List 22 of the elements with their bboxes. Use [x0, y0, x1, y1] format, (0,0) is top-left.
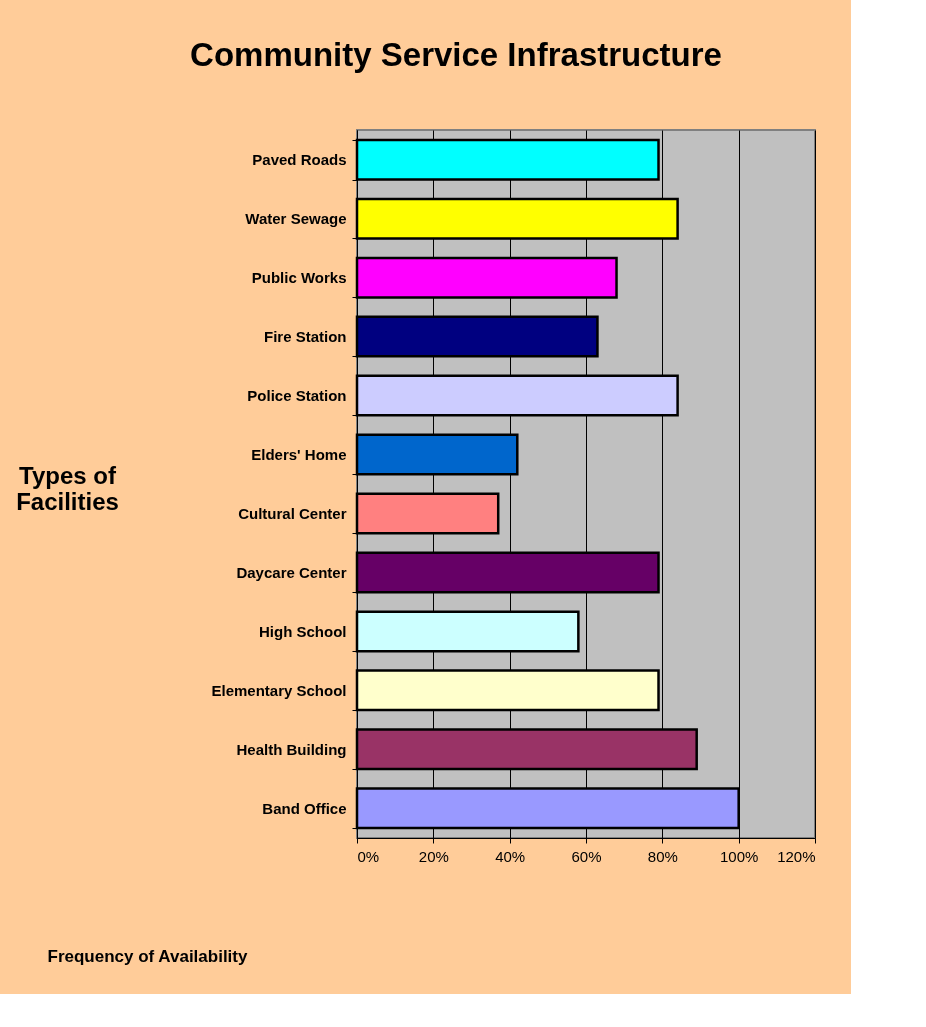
x-tick-label: 100%	[719, 847, 759, 865]
y-tick-label: Band Office	[262, 799, 347, 817]
y-tick-label: Cultural Center	[238, 504, 347, 522]
x-tick-label: 40%	[495, 847, 526, 865]
y-tick-label: Health Building	[236, 740, 347, 758]
y-tick-label: Daycare Center	[236, 563, 347, 581]
y-tick-label: Fire Station	[263, 328, 347, 346]
x-tick-label: 20%	[418, 847, 449, 865]
x-tick-label: 60%	[571, 847, 602, 865]
x-tick-label: 120%	[777, 847, 816, 865]
y-tick-label: Paved Roads	[252, 151, 347, 169]
y-tick-label: Police Station	[247, 387, 347, 405]
y-tick-label: Water Sewage	[245, 210, 347, 228]
x-tick-label: 80%	[647, 847, 678, 865]
y-axis-title: Types of Facilities	[16, 462, 119, 516]
y-tick-label: Elders' Home	[251, 446, 347, 464]
chart-title: Community Service Infrastructure	[190, 36, 722, 73]
y-tick-label: High School	[259, 622, 347, 640]
x-axis-title: Frequency of Availability	[47, 946, 248, 966]
y-tick-label: Public Works	[251, 269, 347, 287]
y-tick-label: Elementary School	[211, 681, 347, 699]
x-tick-label: 0%	[357, 847, 380, 865]
